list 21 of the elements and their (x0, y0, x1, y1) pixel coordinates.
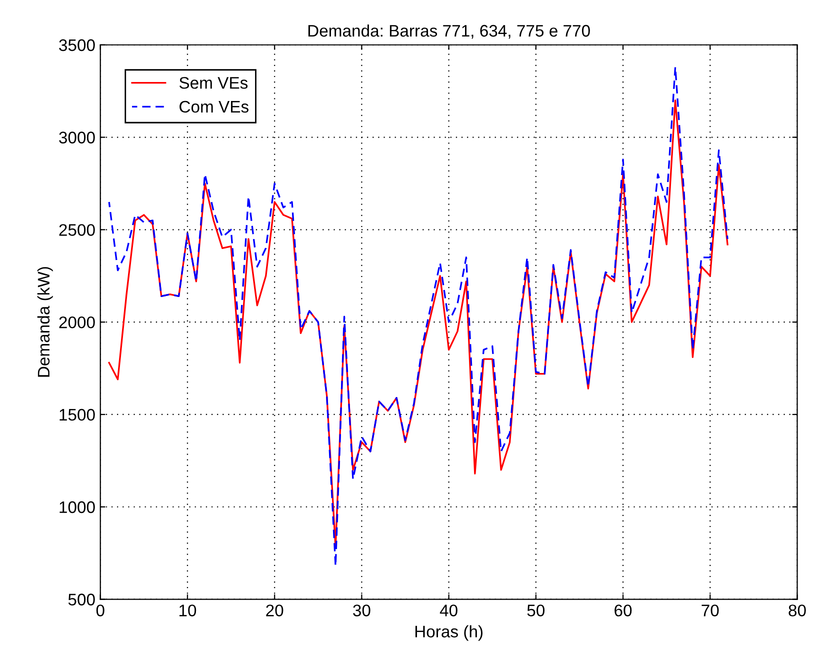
y-tick-label: 3500 (59, 39, 95, 52)
y-tick-label: 3000 (59, 132, 95, 144)
x-tick-label: 40 (440, 604, 458, 616)
y-tick-label: 1000 (60, 501, 95, 514)
y-tick-label: 1500 (60, 408, 95, 421)
x-tick-label: 50 (527, 604, 545, 616)
x-tick-label: 60 (614, 604, 632, 616)
x-axis-title: Horas (h) (415, 625, 482, 641)
x-tick-label: 10 (179, 604, 196, 616)
chart-title: Demanda: Barras 771, 634, 775 e 770 (308, 24, 590, 39)
legend-label: Sem VEs (179, 76, 248, 89)
y-tick-label: 2000 (59, 316, 95, 328)
y-axis-title: Demanda (kW) (37, 267, 53, 377)
y-tick-label: 500 (68, 594, 95, 606)
x-tick-label: 20 (266, 604, 284, 616)
x-tick-label: 0 (96, 604, 104, 616)
x-tick-label: 70 (702, 604, 719, 616)
legend-label: Com VEs (180, 100, 248, 113)
y-tick-label: 2500 (59, 224, 95, 236)
x-tick-label: 30 (353, 604, 370, 616)
x-tick-label: 80 (788, 604, 806, 616)
